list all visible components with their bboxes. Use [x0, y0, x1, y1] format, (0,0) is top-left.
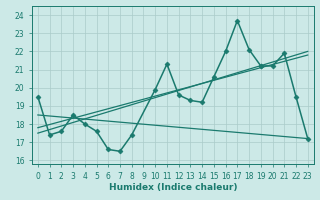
X-axis label: Humidex (Indice chaleur): Humidex (Indice chaleur)	[108, 183, 237, 192]
